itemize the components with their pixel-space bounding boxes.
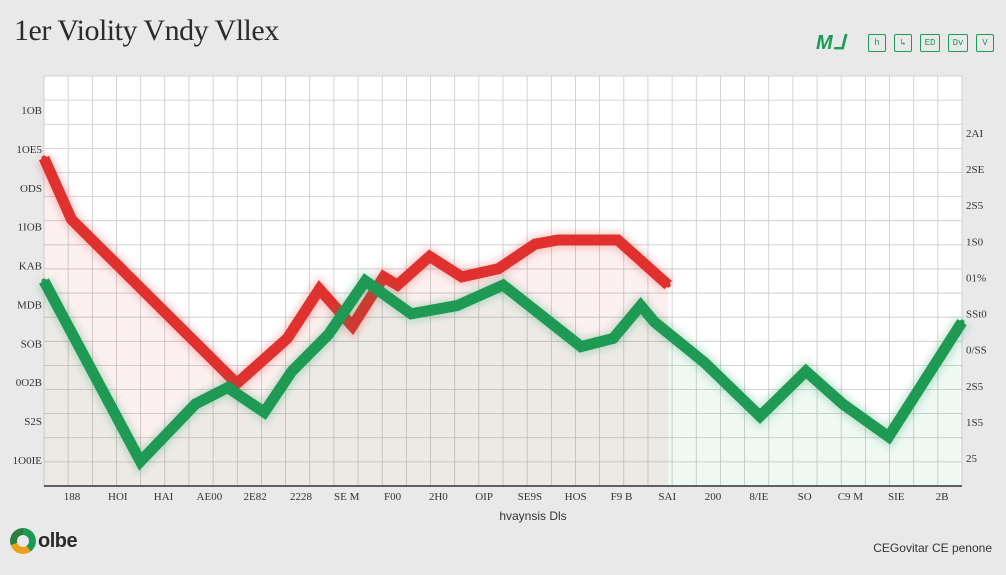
logo-icon [10,528,36,554]
series-1-point-8 [408,311,414,317]
y-tick-left-1: 1OE5 [16,144,42,156]
series-0-point-1 [69,217,75,222]
y-tick-right-1: 2SE [966,164,985,176]
series-1-point-7 [362,278,368,284]
series-0-point-3 [284,335,290,341]
series-0-point-7 [394,282,400,288]
series-1-point-3 [225,385,231,391]
series-1-point-5 [289,368,295,374]
series-0-point-6 [381,274,387,280]
x-tick-5: 2228 [290,491,313,503]
series-1-point-20 [922,376,928,382]
y-tick-right-0: 2AI [966,128,983,140]
v-icon[interactable]: V [976,33,994,52]
x-tick-0: 188 [64,491,81,503]
left-axis: 1OB 1OE5 ODS 1IOB KAB MDB SOB 0O2B S2S 1O0IE [13,105,43,467]
x-tick-2: HAI [154,491,174,503]
series-0-point-11 [532,241,538,247]
y-tick-left-0: 1OB [21,105,42,117]
series-1-point-9 [454,303,460,309]
y-tick-right-8: 1S5 [966,417,984,429]
series-1-area [44,281,962,486]
dv-icon[interactable]: Dv [948,33,968,52]
x-tick-1: HOI [108,491,128,503]
ed-icon[interactable]: ED [920,33,940,52]
y-tick-right-2: 2S5 [966,200,984,212]
series-1-point-6 [326,331,332,337]
x-tick-14: 200 [705,491,722,503]
x-tick-8: 2H0 [429,491,448,503]
series-0-point-13 [615,237,621,243]
y-tick-right-4: 01% [966,272,986,284]
chart-title: 1er Violity Vndy Vllex [14,14,279,47]
brand-logo: olbe [10,528,78,554]
x-tick-7: F00 [384,491,402,503]
y-tick-left-3: 1IOB [18,222,42,234]
x-tick-15: 8/IE [749,491,768,503]
footer-caption: CEGovitar CE penone [873,541,992,555]
series-0-point-8 [427,253,433,259]
y-tick-right-6: 0/SS [966,345,987,357]
x-tick-18: SIE [888,491,905,503]
series-0-point-5 [349,323,355,329]
y-tick-left-8: S2S [24,416,42,428]
x-tick-4: 2E82 [244,491,267,503]
series-1-point-1 [137,458,143,464]
h-icon[interactable]: h [868,33,886,52]
y-tick-left-5: MDB [17,299,42,311]
y-tick-left-6: SOB [21,338,42,350]
toolbar-logo: M ⅃ [816,32,845,54]
series-1-point-14 [651,319,657,325]
y-tick-left-9: 1O0IE [13,455,43,467]
corner-arrow-icon[interactable]: ↳ [894,33,912,52]
series-1-line [39,273,967,471]
y-tick-left-7: 0O2B [16,377,42,389]
x-tick-12: F9 B [611,491,633,503]
y-tick-right-9: 25 [966,453,978,465]
y-tick-right-5: SSt0 [966,309,987,321]
series-1-point-17 [803,368,809,374]
x-tick-11: HOS [565,491,587,503]
y-tick-left-2: ODS [20,183,42,195]
series-0-point-9 [459,274,465,280]
series-1-point-0 [41,278,47,284]
chart-toolbar: M ⅃ h ↳ ED Dv V [816,30,994,55]
series-1-point-13 [638,303,644,309]
series-1-point-2 [192,401,198,407]
right-axis: 2AI 2SE 2S5 1S0 01% SSt0 0/SS 2S5 1S5 25 [966,128,987,465]
x-tick-16: SO [798,491,812,503]
x-tick-10: SE9S [518,491,542,503]
series-1-point-16 [757,413,763,419]
series-0-point-12 [555,237,561,243]
y-tick-right-3: 1S0 [966,236,984,248]
x-tick-6: SE M [334,491,360,503]
x-tick-3: AE00 [197,491,223,503]
series-0-point-15 [665,282,671,288]
series-1-point-11 [578,344,584,350]
series-layer [36,154,969,486]
x-tick-17: C9 M [838,491,864,503]
x-tick-13: SAI [658,491,676,503]
y-tick-right-7: 2S5 [966,381,984,393]
x-tick-19: 2B [936,491,949,503]
series-1-point-18 [840,401,846,407]
series-0-point-10 [495,266,501,272]
x-tick-9: OIP [475,491,493,503]
series-0-point-4 [316,286,322,292]
series-1-point-12 [610,335,616,341]
series-1-point-21 [959,319,965,325]
series-0-line [38,155,672,392]
series-1-point-4 [261,409,267,415]
series-1-point-15 [702,360,708,366]
x-axis: 188 HOI HAI AE00 2E82 2228 SE M F00 2H0 OIP SE9S HO… [64,491,949,503]
series-1-point-10 [500,282,506,288]
series-1-point-19 [886,434,892,440]
y-tick-left-4: KAB [19,261,42,273]
series-0-point-14 [638,258,644,263]
brand-name: olbe [38,529,78,552]
series-0-point-0 [41,155,47,161]
x-axis-label: hvaynsis Dls [499,509,566,523]
